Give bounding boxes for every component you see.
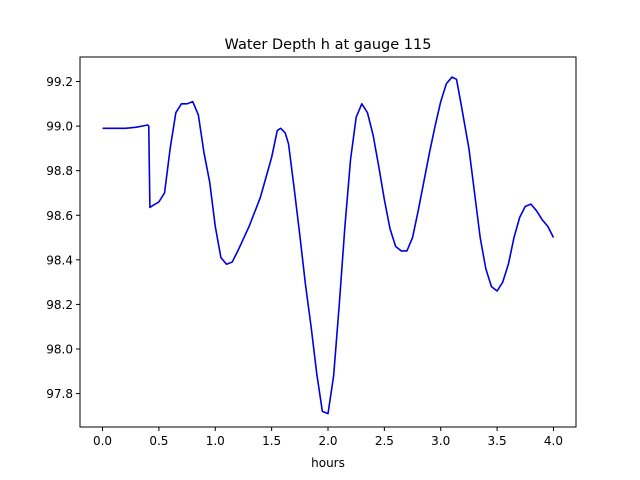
chart-title: Water Depth h at gauge 115 (225, 37, 432, 53)
x-axis-label: hours (311, 456, 345, 470)
y-axis-ticks: 97.8 98.0 98.2 98.4 98.6 98.8 99.0 99.2 (46, 75, 80, 401)
y-tick-label: 97.8 (46, 387, 73, 401)
x-tick-label: 0.0 (93, 434, 112, 448)
y-tick-label: 98.0 (46, 342, 73, 356)
x-axis-ticks: 0.0 0.5 1.0 1.5 2.0 2.5 3.0 3.5 4.0 (93, 427, 563, 448)
x-tick-label: 0.5 (149, 434, 168, 448)
y-tick-label: 99.2 (46, 75, 73, 89)
y-tick-label: 98.4 (46, 253, 73, 267)
y-tick-label: 98.2 (46, 298, 73, 312)
x-tick-label: 4.0 (544, 434, 563, 448)
plot-frame (79, 56, 577, 428)
y-tick-label: 99.0 (46, 120, 73, 134)
x-tick-label: 3.5 (488, 434, 507, 448)
series-line (102, 76, 555, 415)
x-tick-label: 3.0 (431, 434, 450, 448)
x-tick-label: 2.0 (318, 434, 337, 448)
x-tick-label: 1.5 (262, 434, 281, 448)
series-layer (102, 76, 555, 415)
y-tick-label: 98.6 (46, 209, 73, 223)
x-tick-label: 1.0 (206, 434, 225, 448)
x-tick-label: 2.5 (375, 434, 394, 448)
y-tick-label: 98.8 (46, 164, 73, 178)
